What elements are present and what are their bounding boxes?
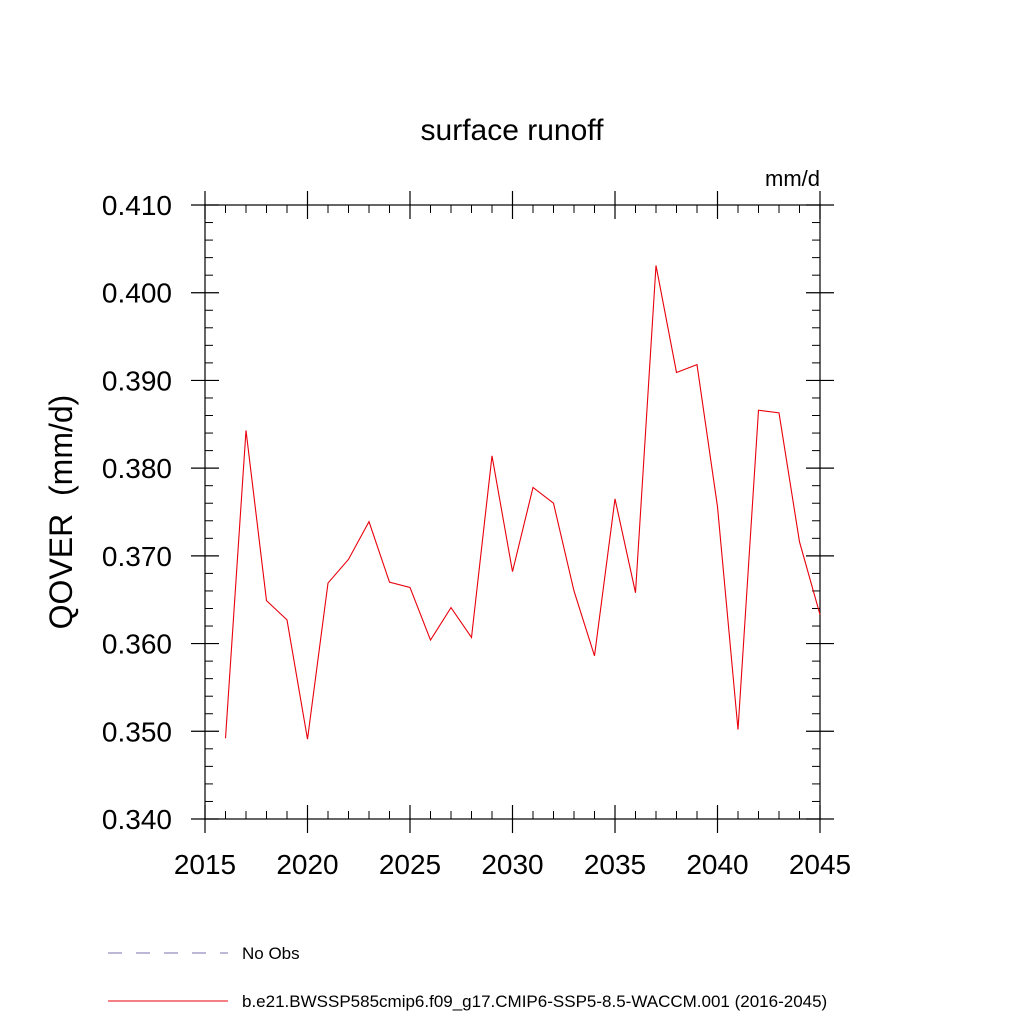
y-tick-label: 0.360 <box>102 629 172 660</box>
legend: No Obs b.e21.BWSSP585cmip6.f09_g17.CMIP6-… <box>108 944 827 1011</box>
minor-ticks <box>205 205 820 819</box>
y-tick-label: 0.370 <box>102 541 172 572</box>
plot-frame <box>204 204 821 820</box>
x-tick-label: 2025 <box>379 849 441 880</box>
x-tick-label: 2020 <box>276 849 338 880</box>
y-axis-label: QOVER (mm/d) <box>43 395 79 630</box>
x-tick-labels: 2015 2020 2025 2030 2035 2040 2045 <box>174 849 851 880</box>
x-tick-label: 2030 <box>481 849 543 880</box>
x-tick-label: 2045 <box>789 849 851 880</box>
x-tick-label: 2040 <box>686 849 748 880</box>
y-tick-label: 0.410 <box>102 190 172 221</box>
chart-title: surface runoff <box>421 114 605 147</box>
x-tick-label: 2015 <box>174 849 236 880</box>
y-tick-label: 0.390 <box>102 365 172 396</box>
y-tick-label: 0.380 <box>102 453 172 484</box>
x-tick-label: 2035 <box>584 849 646 880</box>
y-tick-label: 0.350 <box>102 716 172 747</box>
series-group <box>224 265 821 740</box>
y-tick-label: 0.400 <box>102 278 172 309</box>
series-line-0 <box>224 265 821 740</box>
legend-label-1: b.e21.BWSSP585cmip6.f09_g17.CMIP6-SSP5-8… <box>242 992 827 1011</box>
legend-label-0: No Obs <box>242 944 300 963</box>
y-tick-label: 0.340 <box>102 804 172 835</box>
units-label: mm/d <box>765 166 820 191</box>
major-ticks <box>191 191 834 833</box>
y-tick-labels: 0.340 0.350 0.360 0.370 0.380 0.390 0.400 0.410 <box>102 190 172 835</box>
